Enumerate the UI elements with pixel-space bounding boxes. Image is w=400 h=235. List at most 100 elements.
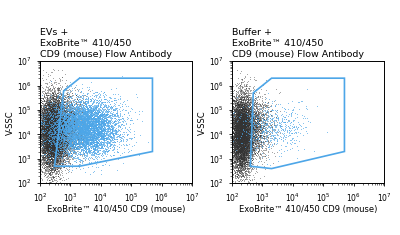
Point: [71, 113, 77, 116]
Point: [56, 92, 63, 96]
Point: [78, 139, 84, 143]
Point: [240, 135, 247, 139]
Point: [42, 138, 48, 142]
Point: [48, 70, 55, 74]
Point: [40, 115, 46, 119]
Point: [236, 162, 243, 165]
Point: [49, 178, 56, 181]
Point: [233, 152, 239, 156]
Point: [248, 137, 254, 140]
Point: [285, 134, 292, 137]
Point: [67, 134, 73, 137]
Point: [52, 134, 58, 137]
Point: [52, 159, 58, 163]
Point: [51, 160, 58, 164]
Point: [258, 107, 264, 111]
Point: [50, 135, 56, 139]
Point: [53, 123, 59, 127]
Point: [79, 114, 86, 118]
Point: [43, 145, 50, 149]
Point: [87, 135, 93, 139]
Point: [48, 155, 54, 159]
Point: [72, 116, 79, 119]
Point: [67, 134, 73, 138]
Point: [78, 128, 84, 132]
Point: [49, 149, 56, 153]
Point: [270, 119, 277, 123]
Point: [46, 126, 52, 130]
Point: [46, 146, 52, 149]
Point: [48, 105, 55, 108]
Point: [66, 137, 73, 140]
Point: [60, 115, 66, 119]
Point: [45, 157, 51, 161]
Point: [64, 136, 70, 140]
Point: [235, 149, 241, 153]
Point: [106, 127, 112, 130]
Point: [232, 116, 238, 119]
Point: [59, 130, 66, 134]
Point: [245, 136, 251, 139]
Point: [49, 139, 55, 142]
Point: [44, 118, 50, 122]
Point: [240, 108, 246, 112]
Point: [85, 132, 92, 136]
Point: [241, 115, 248, 119]
Point: [53, 137, 59, 141]
Point: [44, 117, 50, 121]
Point: [65, 103, 71, 107]
Point: [74, 130, 80, 134]
Point: [49, 118, 56, 121]
Point: [240, 140, 247, 144]
Point: [75, 144, 81, 148]
Point: [84, 123, 90, 127]
Point: [86, 120, 93, 124]
Point: [85, 131, 91, 135]
Point: [59, 143, 65, 146]
Point: [49, 135, 56, 138]
Point: [239, 164, 246, 168]
Point: [235, 105, 242, 109]
Point: [265, 123, 272, 127]
Point: [52, 136, 59, 140]
Point: [229, 128, 235, 132]
Point: [53, 124, 59, 128]
Point: [40, 121, 47, 125]
Point: [240, 110, 247, 113]
Point: [240, 86, 247, 89]
Point: [38, 145, 45, 149]
Point: [84, 117, 90, 121]
Point: [54, 149, 61, 152]
Point: [54, 158, 61, 161]
Point: [238, 122, 244, 126]
Point: [234, 104, 241, 108]
Point: [45, 117, 51, 121]
Point: [76, 111, 82, 115]
Point: [272, 98, 278, 102]
Point: [101, 133, 107, 137]
Point: [55, 123, 61, 127]
Point: [235, 103, 241, 107]
Point: [83, 129, 90, 133]
Point: [232, 149, 239, 152]
Point: [64, 116, 71, 120]
Point: [104, 126, 110, 130]
Point: [251, 123, 258, 127]
Point: [54, 152, 61, 156]
Point: [244, 119, 250, 123]
Point: [42, 117, 48, 120]
Point: [54, 130, 61, 133]
Point: [51, 103, 57, 107]
Point: [37, 141, 44, 145]
Point: [50, 138, 56, 141]
Point: [37, 131, 43, 135]
Point: [101, 117, 108, 120]
Point: [64, 114, 71, 117]
Point: [52, 106, 58, 110]
Point: [244, 127, 250, 131]
Point: [254, 128, 260, 132]
Point: [74, 119, 80, 123]
Point: [231, 110, 237, 114]
Point: [247, 132, 253, 136]
Point: [252, 127, 258, 131]
